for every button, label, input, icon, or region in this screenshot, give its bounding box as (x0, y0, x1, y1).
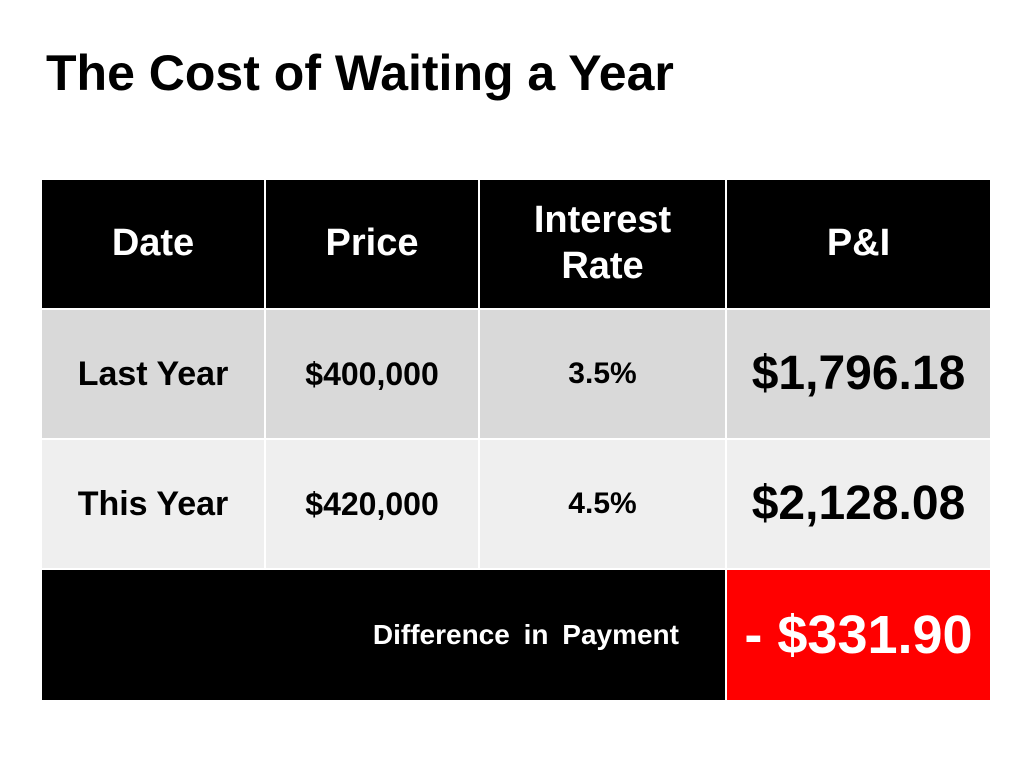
table-cell: $2,128.08 (727, 440, 990, 568)
table-cell: 4.5% (480, 440, 725, 568)
table-cell: 3.5% (480, 310, 725, 438)
slide-title: The Cost of Waiting a Year (46, 45, 674, 101)
table-cell: $420,000 (266, 440, 478, 568)
table-cell: This Year (42, 440, 264, 568)
footer-value: - $331.90 (727, 570, 990, 700)
header-cell: Interest Rate (480, 180, 725, 308)
header-cell: P&I (727, 180, 990, 308)
footer-label: Difference in Payment (42, 570, 725, 700)
table-cell: $400,000 (266, 310, 478, 438)
header-cell: Price (266, 180, 478, 308)
table-cell: $1,796.18 (727, 310, 990, 438)
header-cell: Date (42, 180, 264, 308)
table-cell: Last Year (42, 310, 264, 438)
